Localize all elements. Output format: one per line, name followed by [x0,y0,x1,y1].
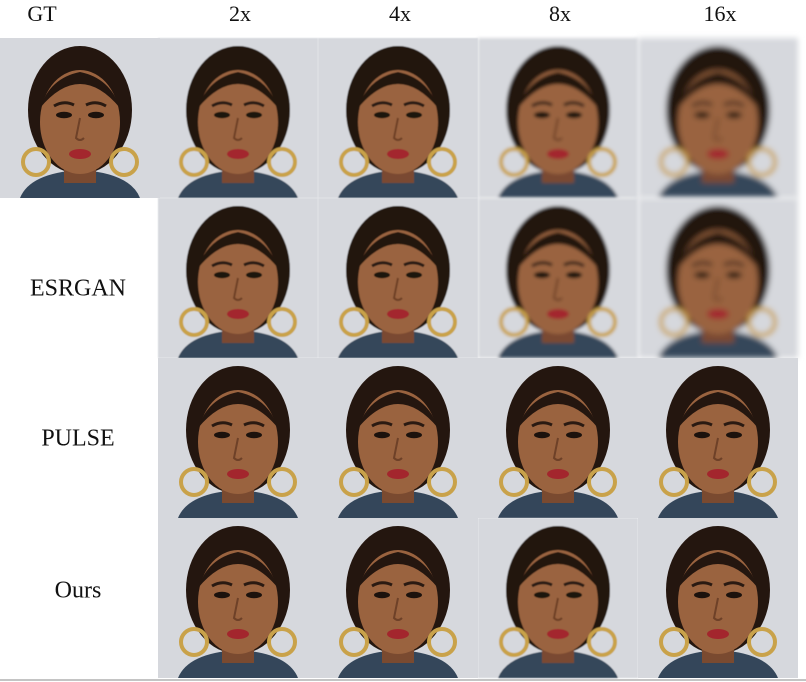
face-image [478,358,638,518]
face-image [638,38,798,198]
face-image [478,198,638,358]
face-image [0,38,160,198]
row-label: PULSE [41,426,114,452]
face-image [158,38,318,198]
face-image [478,38,638,198]
face-image [638,518,798,678]
face-image [318,38,478,198]
column-header: 2x [229,1,251,26]
face-image [158,518,318,678]
face-image [318,358,478,518]
face-image [158,198,318,358]
column-header: 4x [389,1,411,26]
row-label: ESRGAN [30,276,126,302]
face-image [638,198,798,358]
face-image [638,358,798,518]
column-header: 16x [704,1,737,26]
row-label: Ours [55,578,102,604]
column-header: 8x [549,1,571,26]
face-image [318,518,478,678]
face-image [158,358,318,518]
column-header: GT [27,1,57,26]
face-image [318,198,478,358]
face-image [478,518,638,678]
